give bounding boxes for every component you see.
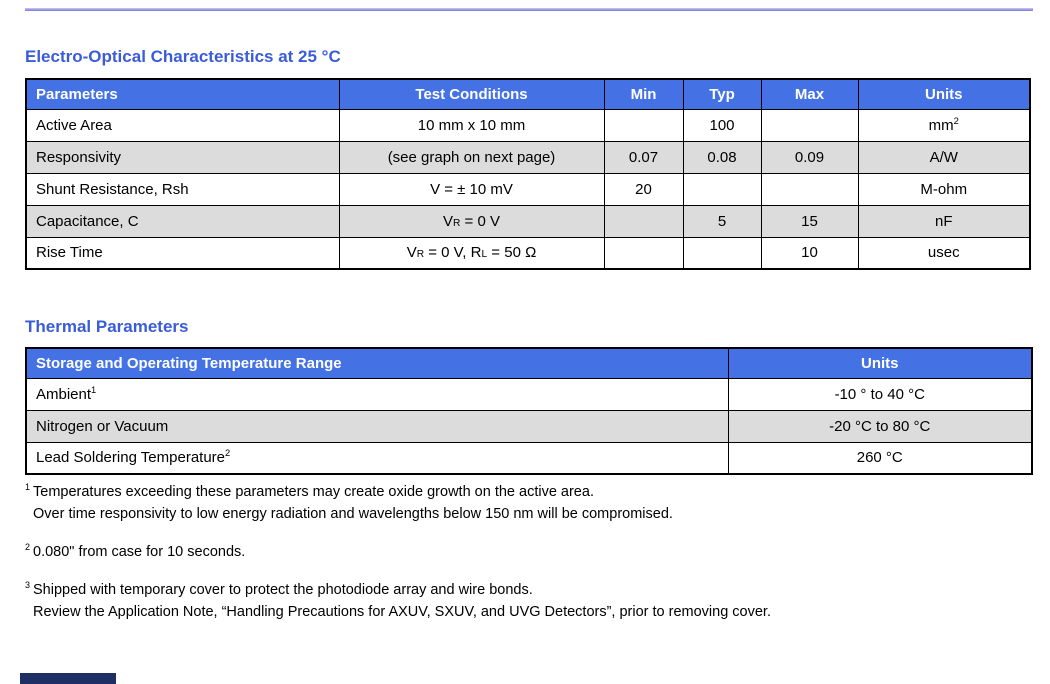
- table-cell: Rise Time: [25, 236, 340, 270]
- table-cell: nF: [857, 204, 1031, 238]
- column-header: Max: [760, 78, 859, 110]
- footnote-1: 1 Temperatures exceeding these parameters…: [25, 482, 673, 522]
- footnote-marker: 1: [25, 482, 30, 493]
- electro-optical-table: Parameters Test Conditions Min Typ Max Units A…: [25, 78, 1031, 270]
- superscript: 2: [225, 448, 231, 459]
- table-row: Capacitance, C VR = 0 V 5 15 nF: [25, 204, 1031, 238]
- section-title-thermal: Thermal Parameters: [25, 317, 189, 336]
- superscript: 1: [91, 384, 97, 395]
- table-cell: VR = 0 V, RL = 50 Ω: [338, 236, 605, 270]
- footnotes: 1 Temperatures exceeding these parameters…: [25, 481, 1025, 639]
- table-cell: Capacitance, C: [25, 204, 340, 238]
- table-cell: 5: [682, 204, 762, 238]
- table-cell: [760, 172, 859, 206]
- footer-logo-bar: [20, 673, 116, 684]
- table-cell: A/W: [857, 140, 1031, 174]
- table-cell: mm2: [857, 108, 1031, 142]
- header-row: Storage and Operating Temperature Range U…: [25, 347, 1033, 379]
- table-cell: Shunt Resistance, Rsh: [25, 172, 340, 206]
- table-cell: Nitrogen or Vacuum: [25, 409, 729, 443]
- table-cell: Ambient1: [25, 377, 729, 411]
- table-row: Shunt Resistance, Rsh V = ± 10 mV 20 M-ohm: [25, 172, 1031, 206]
- table-row: Active Area 10 mm x 10 mm 100 mm2: [25, 108, 1031, 142]
- table-cell: 20: [603, 172, 684, 206]
- table-cell: -20 °C to 80 °C: [727, 409, 1033, 443]
- table-row: Rise Time VR = 0 V, RL = 50 Ω 10 usec: [25, 236, 1031, 270]
- table-cell: [603, 204, 684, 238]
- table-cell: -10 ° to 40 °C: [727, 377, 1033, 411]
- table-cell: 100: [682, 108, 762, 142]
- table-cell: [682, 236, 762, 270]
- electro-optical-table-container: Parameters Test Conditions Min Typ Max Units A…: [25, 78, 1031, 270]
- table-row: Ambient1 -10 ° to 40 °C: [25, 377, 1033, 411]
- column-header: Test Conditions: [338, 78, 605, 110]
- table-cell: [760, 108, 859, 142]
- table-cell: 0.07: [603, 140, 684, 174]
- column-header: Units: [857, 78, 1031, 110]
- footnote-marker: 3: [25, 580, 30, 591]
- column-header: Min: [603, 78, 684, 110]
- table-cell: Active Area: [25, 108, 340, 142]
- header-row: Parameters Test Conditions Min Typ Max Units: [25, 78, 1031, 110]
- table-cell: 10: [760, 236, 859, 270]
- table-cell: usec: [857, 236, 1031, 270]
- superscript: 2: [953, 115, 959, 126]
- table-row: Lead Soldering Temperature2 260 °C: [25, 441, 1033, 475]
- table-cell: 260 °C: [727, 441, 1033, 475]
- table-cell: V = ± 10 mV: [338, 172, 605, 206]
- column-header: Parameters: [25, 78, 340, 110]
- table-cell: Responsivity: [25, 140, 340, 174]
- footnote-3: 3 Shipped with temporary cover to protect…: [25, 580, 771, 620]
- table-cell: 0.09: [760, 140, 859, 174]
- thermal-table-container: Storage and Operating Temperature Range U…: [25, 347, 1033, 475]
- table-cell: 15: [760, 204, 859, 238]
- footnote-2: 2 0.080" from case for 10 seconds.: [25, 542, 246, 560]
- table-row: Responsivity (see graph on next page) 0.07…: [25, 140, 1031, 174]
- table-cell: M-ohm: [857, 172, 1031, 206]
- table-cell: 0.08: [682, 140, 762, 174]
- table-cell: 10 mm x 10 mm: [338, 108, 605, 142]
- top-rule-divider: [25, 8, 1033, 11]
- column-header: Units: [727, 347, 1033, 379]
- section-title-electro-optical: Electro-Optical Characteristics at 25 °C: [25, 47, 341, 66]
- subscript: R: [416, 249, 425, 261]
- column-header: Typ: [682, 78, 762, 110]
- footnote-marker: 2: [25, 542, 30, 553]
- table-cell: VR = 0 V: [338, 204, 605, 238]
- subscript: R: [453, 217, 461, 229]
- table-row: Nitrogen or Vacuum -20 °C to 80 °C: [25, 409, 1033, 443]
- table-cell: [603, 236, 684, 270]
- subscript: L: [481, 249, 488, 261]
- column-header: Storage and Operating Temperature Range: [25, 347, 729, 379]
- table-cell: (see graph on next page): [338, 140, 605, 174]
- table-cell: [682, 172, 762, 206]
- thermal-parameters-table: Storage and Operating Temperature Range U…: [25, 347, 1033, 475]
- table-cell: [603, 108, 684, 142]
- table-cell: Lead Soldering Temperature2: [25, 441, 729, 475]
